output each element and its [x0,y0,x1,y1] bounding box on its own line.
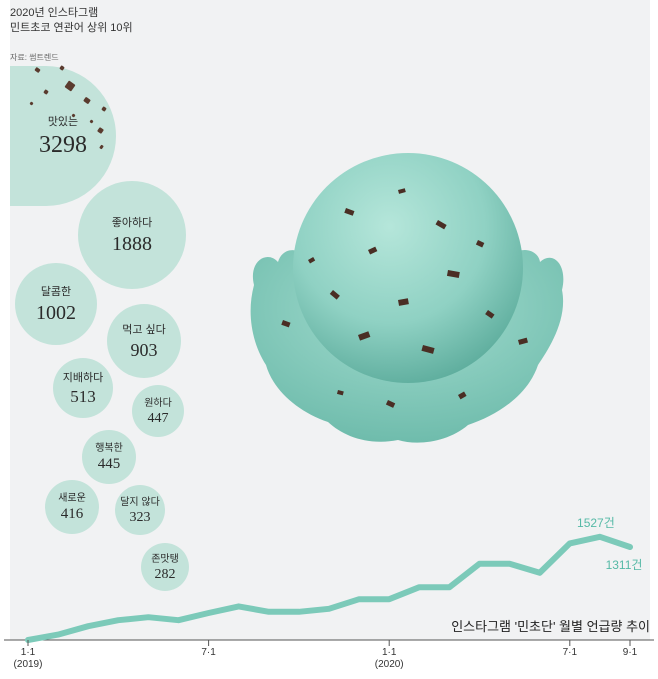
x-tick-label: 9·1 [623,647,638,658]
x-tick-label: 7·1 [201,647,216,658]
source-note: 자료: 썸트렌드 [10,53,59,62]
title-line-1: 2020년 인스타그램 [10,7,99,19]
bubble-value: 282 [154,566,176,582]
data-point [117,619,120,622]
data-point [57,633,60,636]
bubble-chart-title: 2020년 인스타그램 민트초코 연관어 상위 10위 [10,6,133,36]
data-point [448,586,451,589]
bubble-label: 좋아하다 [111,216,153,229]
x-tick-sublabel: (2020) [375,659,404,670]
bubble-value: 416 [60,506,84,522]
mint-chocolate-ice-cream-image [250,153,564,443]
data-annotation: 1527건 [577,516,615,530]
bubble-label: 먹고 싶다 [122,323,166,336]
bubble-label: 원하다 [144,397,172,409]
bubble-value: 1002 [36,301,76,324]
bubble-label: 존맛탱 [151,553,179,565]
bubble-3: 달콤한 1002 [15,263,97,345]
bubble-5: 지배하다 513 [53,358,113,418]
bubble-value: 447 [147,410,169,426]
data-point [297,610,300,613]
bubble-7: 행복한 445 [82,430,136,484]
x-tick-label: 1·1 [382,647,397,658]
data-point [418,586,421,589]
bubble-label: 맛있는 [47,115,79,128]
data-point [207,612,210,614]
bubble-label: 행복한 [95,443,123,454]
data-point [598,535,601,538]
bubble-6: 원하다 447 [132,385,184,437]
bubble-9: 달지 않다 323 [115,485,165,535]
data-point [147,616,150,619]
x-tick-sublabel: (2019) [14,659,43,670]
bubble-value: 903 [130,339,158,360]
data-point [87,625,90,628]
bubble-8: 새로운 416 [45,480,99,534]
bubble-value: 1888 [112,232,152,255]
x-tick-label: 1·1 [21,647,36,658]
bubble-10: 존맛탱 282 [141,543,189,591]
bubble-value: 513 [70,386,96,406]
data-point [508,562,511,565]
x-tick-label: 7·1 [563,647,578,658]
title-line-2: 민트초코 연관어 상위 10위 [10,22,133,34]
data-point [568,542,571,545]
bubble-label: 새로운 [58,493,86,504]
bubble-label: 지배하다 [62,371,104,384]
data-point [629,546,631,548]
data-point [237,605,240,608]
bubble-value: 323 [129,509,151,525]
data-point [267,610,270,613]
data-point [388,598,391,601]
data-point [177,619,180,622]
bubble-4: 먹고 싶다 903 [107,304,181,378]
data-point [358,598,361,601]
bubble-2: 좋아하다 1888 [78,181,186,289]
line-chart-title: 인스타그램 '민초단' 월별 언급량 추이 [451,619,650,634]
bubble-label: 달지 않다 [120,496,160,508]
bubble-label: 달콤한 [40,285,72,298]
data-point [478,562,481,565]
data-annotation: 1311건 [606,558,643,572]
data-point [538,571,541,574]
data-point [328,607,330,610]
bubble-value: 3298 [39,131,87,158]
bubble-value: 445 [97,456,121,472]
